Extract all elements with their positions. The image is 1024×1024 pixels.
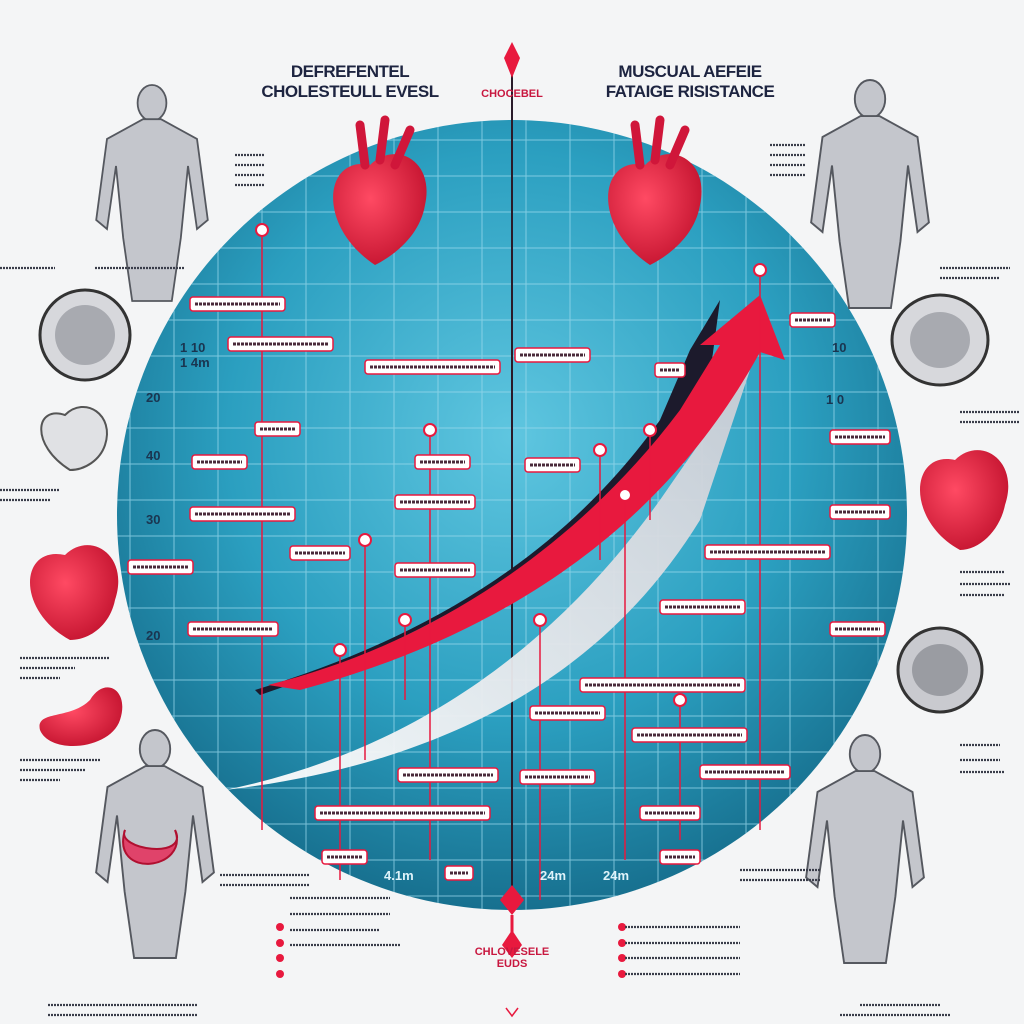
pin-dot [673,693,687,707]
brain-heart-icon [38,288,132,382]
arrow-up-icon [268,295,785,690]
axis-right-1: 10 [832,340,847,355]
bottom-lower-diamond-icon [502,930,522,958]
heart-icon-left-side [30,545,119,640]
pin-dot [753,263,767,277]
label-box [227,336,334,352]
human-figure-icon [95,84,209,302]
axis-left-1: 1 10 [180,340,206,355]
pin-dot [618,488,632,502]
legend-dot [618,954,626,962]
top-diamond-icon [504,42,520,78]
legend-dot [618,939,626,947]
intestine-icon [122,829,178,865]
pin-dot [333,643,347,657]
human-figure-icon [805,734,925,964]
legend-dot [618,970,626,978]
title-bottom: CHLOVESELE EUDS [474,946,550,970]
pin-dot [358,533,372,547]
legend-dot [276,923,284,931]
pin-dot [255,223,269,237]
label-box [127,559,194,575]
axis-left-6: 20 [146,628,161,643]
heart-icon-left [333,115,427,265]
title-right: MUSCUAL AEFEIE FATAIGE RISISTANCE [605,62,775,101]
pin-dot [423,423,437,437]
pin-dot [643,423,657,437]
axis-bottom-3: 24m [603,868,630,883]
title-left: DEFREFENTEL CHOLESTEULL EVESL [261,62,439,101]
human-figure-icon [95,729,215,959]
heart-outline-icon [40,405,108,472]
pin-dot [533,613,547,627]
legend-dot [276,970,284,978]
stomach-icon [39,687,123,747]
pin-dot [398,613,412,627]
legend-dot [276,939,284,947]
pin-dot [593,443,607,457]
axis-right-2: 1 0 [826,392,845,407]
axis-left-4: 40 [146,448,161,463]
axis-left-5: 30 [146,512,161,527]
heart-icon-right-side [920,450,1009,550]
heart-icon-right [608,115,702,265]
brain-icon-right-lower [896,626,984,714]
legend-dot [276,954,284,962]
human-figure-icon [810,79,930,309]
bottom-diamond-icon [500,885,524,915]
label-box [189,506,296,522]
title-center: CHOCEBEL [481,88,543,100]
white-curve [225,370,750,790]
brain-heart-icon-right [890,293,990,387]
legend-dot [618,923,626,931]
axis-bottom-2: 24m [540,868,567,883]
axis-bottom-1: 4.1m [384,868,414,883]
axis-left-2: 1 4m [180,355,210,370]
axis-left-3: 20 [146,390,161,405]
